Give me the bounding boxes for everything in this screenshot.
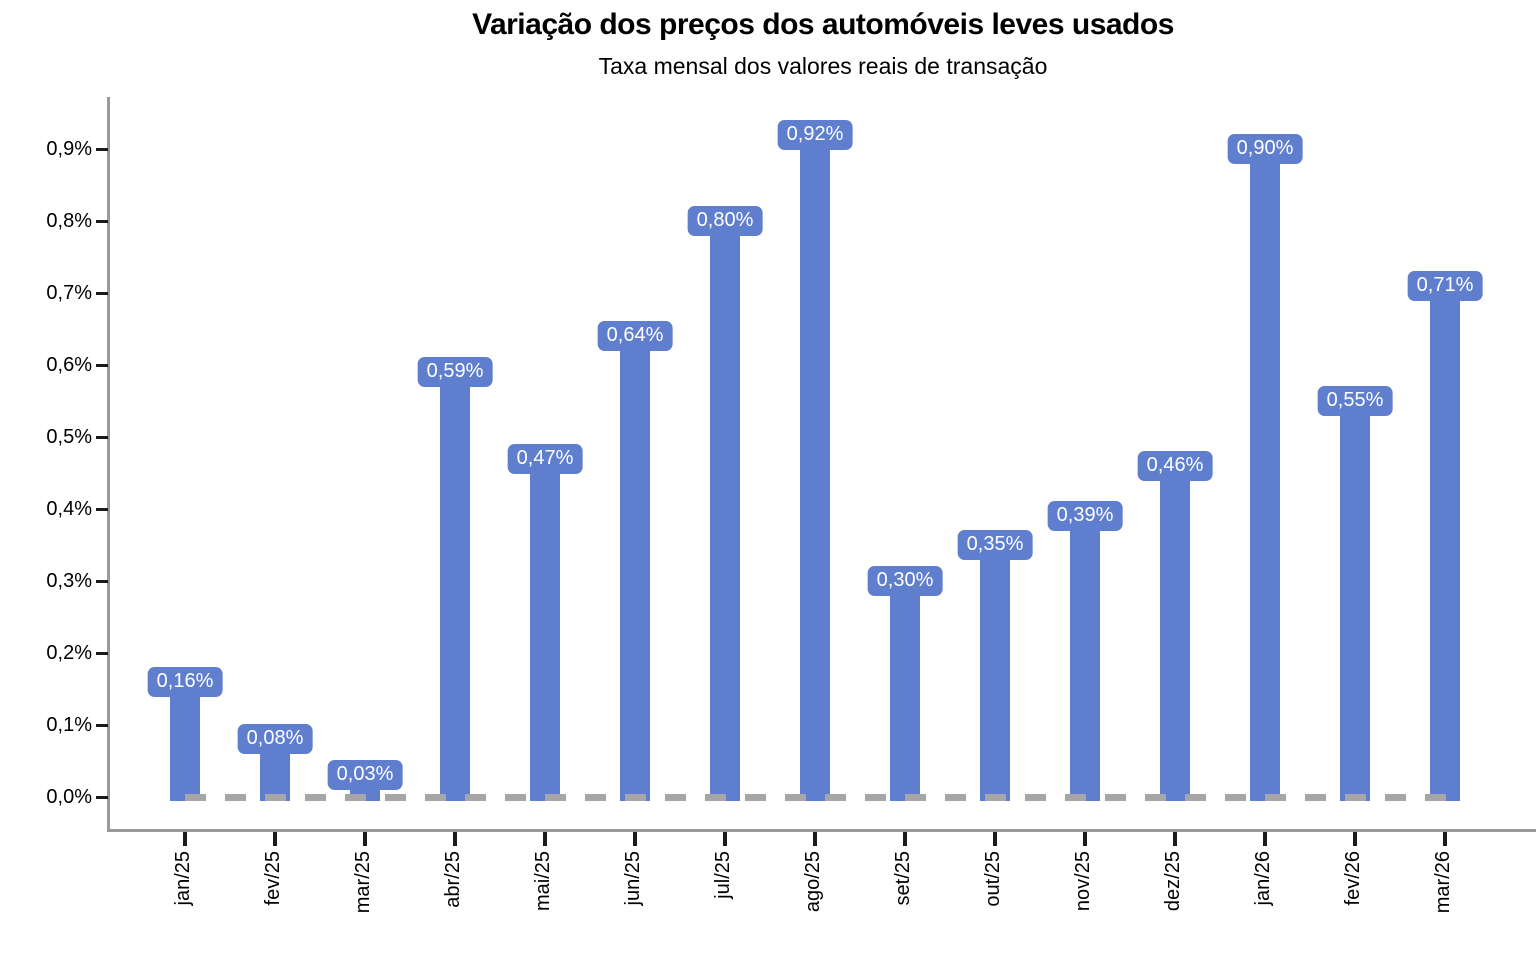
x-tick (1083, 832, 1087, 846)
x-axis-line (107, 829, 1536, 832)
x-tick (813, 832, 817, 846)
chart-subtitle: Taxa mensal dos valores reais de transaç… (598, 53, 1048, 79)
x-tick (1173, 832, 1177, 846)
x-tick-label: nov/25 (1072, 851, 1094, 912)
bar (890, 581, 920, 801)
y-tick-label: 0,3% (46, 570, 92, 592)
x-tick-label: jan/25 (172, 851, 194, 906)
y-tick-label: 0,5% (46, 426, 92, 448)
x-tick (723, 832, 727, 846)
x-tick (363, 832, 367, 846)
x-tick-label: abr/25 (442, 851, 464, 908)
x-tick-label: mai/25 (532, 851, 554, 912)
y-axis-line (107, 97, 110, 832)
bar (530, 458, 560, 801)
x-tick (183, 832, 187, 846)
y-tick (96, 507, 108, 511)
y-tick-label: 0,8% (46, 210, 92, 232)
chart-title: Variação dos preços dos automóveis leves… (472, 8, 1174, 41)
bar-value-label: 0,92% (777, 119, 853, 150)
x-tick-label: fev/26 (1342, 851, 1364, 906)
x-tick-label: jun/25 (622, 851, 644, 906)
bar (1340, 401, 1370, 801)
x-tick (273, 832, 277, 846)
bar-value-label: 0,30% (867, 566, 943, 596)
y-tick (96, 291, 108, 295)
x-tick (543, 832, 547, 846)
x-tick (993, 832, 997, 846)
y-tick (96, 363, 108, 367)
y-tick-label: 0,4% (46, 498, 92, 520)
x-tick (453, 832, 457, 846)
x-tick-label: jul/25 (712, 851, 734, 899)
y-tick-label: 0,9% (46, 138, 92, 160)
bar (1430, 285, 1460, 801)
y-tick (96, 219, 108, 223)
bar-value-label: 0,16% (147, 666, 223, 697)
bar (170, 681, 200, 801)
x-tick-label: jan/26 (1252, 851, 1274, 906)
bar-value-label: 0,64% (597, 321, 673, 352)
y-tick-label: 0,0% (46, 786, 92, 808)
bar (800, 134, 830, 801)
x-tick-label: ago/25 (802, 851, 824, 913)
bar (1070, 516, 1100, 801)
x-tick-label: fev/25 (262, 851, 284, 906)
bar-value-label: 0,90% (1227, 134, 1303, 164)
bar (710, 221, 740, 801)
bar-value-label: 0,39% (1047, 501, 1123, 532)
x-tick-label: dez/25 (1162, 851, 1184, 912)
x-tick-label: set/25 (892, 851, 914, 906)
x-tick (1443, 832, 1447, 846)
x-tick (633, 832, 637, 846)
y-tick (96, 723, 108, 727)
y-tick (96, 579, 108, 583)
y-tick (96, 651, 108, 655)
x-tick (1263, 832, 1267, 846)
bar-value-label: 0,08% (237, 724, 313, 755)
y-tick-label: 0,6% (46, 354, 92, 376)
y-tick (96, 435, 108, 439)
bar (980, 545, 1010, 801)
y-tick-label: 0,7% (46, 282, 92, 304)
bar (620, 336, 650, 801)
bar (1250, 149, 1280, 801)
y-tick-label: 0,2% (46, 642, 92, 664)
x-tick (1353, 832, 1357, 846)
x-tick-label: mar/26 (1432, 851, 1454, 914)
bar (440, 372, 470, 801)
bar-value-label: 0,59% (417, 357, 493, 388)
bar-value-label: 0,03% (327, 760, 403, 791)
y-tick (96, 795, 108, 799)
bar-value-label: 0,46% (1137, 450, 1213, 481)
zero-line (185, 793, 1461, 801)
x-tick-label: mar/25 (352, 851, 374, 914)
bar-value-label: 0,47% (507, 443, 583, 474)
bar-value-label: 0,55% (1317, 386, 1393, 416)
y-tick-label: 0,1% (46, 714, 92, 736)
bar-value-label: 0,80% (687, 206, 763, 236)
x-tick (903, 832, 907, 846)
x-tick-label: out/25 (982, 851, 1004, 907)
bar-value-label: 0,35% (957, 530, 1033, 560)
y-tick (96, 147, 108, 151)
bar-value-label: 0,71% (1407, 270, 1483, 301)
bar (1160, 465, 1190, 801)
